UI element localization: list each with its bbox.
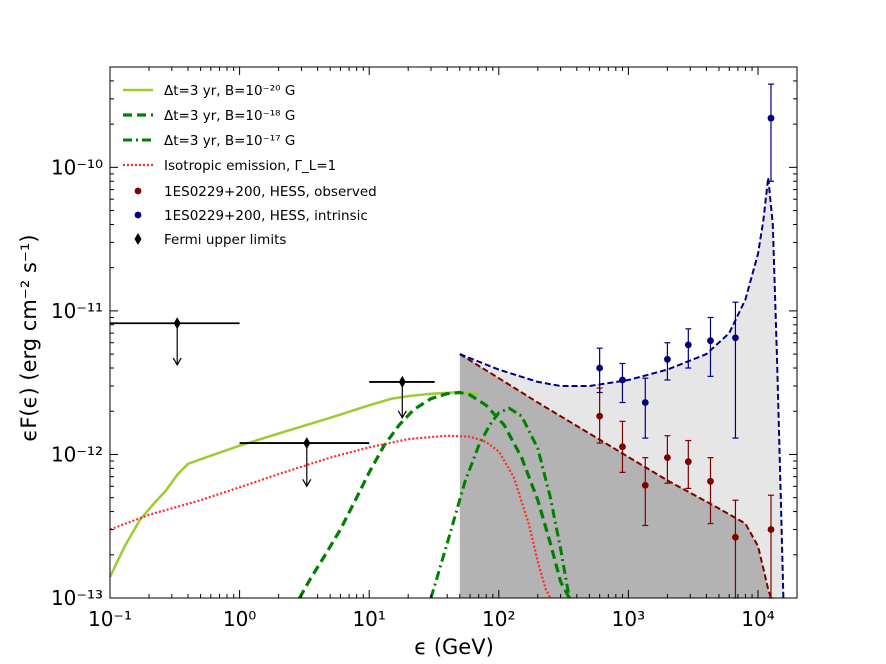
legend-label: 1ES0229+200, HESS, observed: [164, 184, 377, 200]
curve-observed-model: [459, 353, 773, 599]
intrinsic-point: [707, 337, 714, 345]
intrinsic-point: [684, 341, 692, 349]
legend-label: Δt=3 yr, B=10⁻¹⁷ G: [164, 133, 295, 149]
x-tick-label: 10⁴: [741, 607, 774, 631]
x-tick-labels: 10⁻¹ 10⁰ 10¹ 10² 10³ 10⁴: [88, 607, 775, 631]
fermi-marker: [398, 375, 406, 388]
plot-frame: [109, 66, 798, 599]
observed-point: [707, 477, 714, 485]
legend: Δt=3 yr, B=10⁻²⁰ G Δt=3 yr, B=10⁻¹⁸ G Δt…: [123, 83, 377, 248]
legend-marker-intrinsic: [134, 211, 142, 219]
data-points: [110, 83, 775, 599]
legend-label: 1ES0229+200, HESS, intrinsic: [164, 208, 368, 224]
curve-b18: [298, 390, 571, 599]
y-tick-label: 10⁻¹²: [51, 442, 103, 466]
intrinsic-point: [767, 114, 775, 122]
fermi-arrow-head: [397, 410, 407, 420]
x-tick-label: 10⁰: [223, 607, 256, 631]
observed-point: [732, 533, 739, 541]
intrinsic-point: [732, 334, 739, 342]
fermi-arrow-head: [302, 478, 312, 488]
x-tick-label: 10⁻¹: [88, 607, 132, 631]
x-tick-label: 10²: [482, 607, 515, 631]
y-tick-label: 10⁻¹¹: [51, 299, 103, 323]
fermi-marker: [173, 317, 181, 330]
legend-label: Fermi upper limits: [164, 232, 286, 248]
y-tick-label: 10⁻¹³: [51, 586, 103, 610]
legend-label: Δt=3 yr, B=10⁻²⁰ G: [164, 83, 295, 99]
observed-point: [664, 454, 671, 462]
observed-point: [619, 443, 626, 451]
curve-b17: [429, 406, 571, 599]
legend-label: Δt=3 yr, B=10⁻¹⁸ G: [164, 108, 295, 124]
y-tick-label: 10⁻¹⁰: [51, 155, 103, 179]
x-tick-label: 10³: [612, 607, 645, 631]
x-tick-label: 10¹: [352, 607, 385, 631]
legend-marker-observed: [134, 187, 142, 195]
observed-point: [596, 412, 604, 420]
intrinsic-point: [641, 399, 649, 406]
absorbed-flux-shading: [459, 177, 784, 598]
intrinsic-point: [664, 355, 671, 363]
y-axis-label: ϵF(ϵ) (erg cm⁻² s⁻¹): [17, 234, 41, 441]
observed-point: [684, 458, 692, 466]
model-curves: [108, 176, 785, 599]
y-tick-labels: 10⁻¹³ 10⁻¹² 10⁻¹¹ 10⁻¹⁰: [51, 155, 103, 610]
observed-shading: [459, 354, 773, 598]
intrinsic-point: [619, 376, 626, 384]
observed-point: [767, 526, 775, 533]
axis-ticks: [109, 66, 798, 599]
fermi-arrow-head: [172, 357, 182, 367]
legend-marker-fermi: [134, 233, 142, 245]
intrinsic-point: [596, 364, 604, 372]
observed-point: [641, 481, 649, 489]
intrinsic-shading: [459, 177, 784, 598]
legend-label: Isotropic emission, Γ_L=1: [164, 158, 336, 174]
x-axis-label: ϵ (GeV): [414, 635, 494, 659]
curve-b20: [108, 391, 479, 578]
fermi-marker: [303, 437, 311, 450]
